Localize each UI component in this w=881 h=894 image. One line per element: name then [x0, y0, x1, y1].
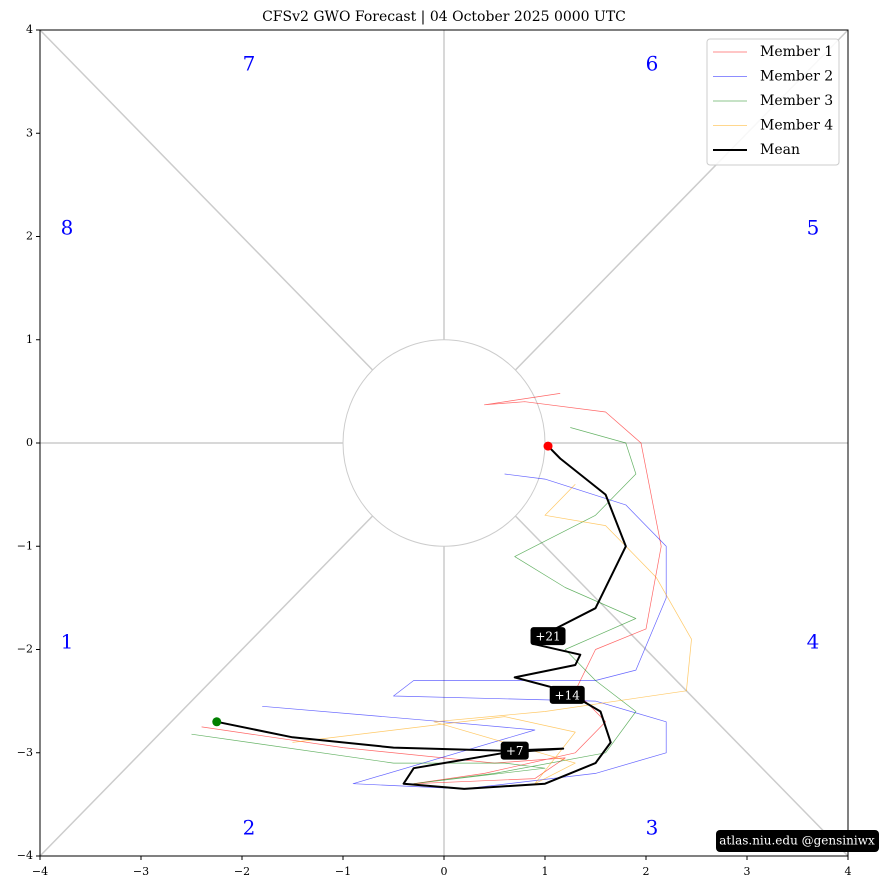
y-tick-label: −3: [17, 746, 33, 759]
phase-label: 1: [61, 630, 74, 654]
x-tick-label: −3: [133, 865, 149, 878]
y-tick-label: −1: [17, 539, 33, 552]
x-tick-label: 4: [845, 865, 852, 878]
unit-circle: [342, 339, 546, 547]
member-line: [292, 484, 692, 785]
phase-label: 6: [646, 52, 659, 76]
legend-label: Mean: [760, 142, 800, 158]
legend-label: Member 1: [760, 44, 833, 60]
phase-label: 2: [243, 816, 256, 840]
x-tick-label: 2: [643, 865, 650, 878]
chart-title: CFSv2 GWO Forecast | 04 October 2025 000…: [262, 9, 626, 25]
day-label: +21: [535, 630, 560, 644]
x-tick-label: 0: [441, 865, 448, 878]
x-tick-label: 3: [744, 865, 751, 878]
day-label: +14: [555, 688, 581, 702]
credit: atlas.niu.edu @gensiniwx: [719, 834, 875, 848]
legend-box: [706, 38, 840, 166]
phase-label: 3: [646, 816, 659, 840]
x-tick-label: −2: [234, 865, 250, 878]
legend-label: Member 4: [760, 118, 833, 134]
phase-label: 4: [807, 630, 820, 654]
y-tick-label: −2: [17, 643, 33, 656]
credit-box: [716, 830, 879, 852]
legend-label: Member 3: [760, 93, 833, 109]
x-tick-label: −4: [32, 865, 48, 878]
y-tick-label: 1: [26, 333, 33, 346]
y-tick-label: −4: [17, 849, 33, 862]
x-tick-label: −1: [335, 865, 351, 878]
phase-lines: [39, 29, 849, 857]
day-label: +7: [506, 744, 524, 758]
start-marker: [212, 717, 222, 727]
phase-label: 5: [807, 216, 820, 240]
phase-divider: [39, 29, 374, 371]
phase-divider: [514, 515, 849, 857]
phase-divider: [39, 515, 374, 857]
day-label-box: [500, 741, 529, 760]
y-tick-label: 3: [26, 126, 33, 139]
y-tick-label: 0: [26, 436, 33, 449]
day-label-box: [549, 685, 585, 704]
phase-label: 7: [243, 52, 256, 76]
end-marker: [543, 441, 553, 451]
mean-line: [216, 445, 627, 790]
member-line: [262, 473, 667, 790]
y-tick-label: 2: [26, 230, 33, 243]
y-tick-label: 4: [26, 23, 33, 36]
day-label-box: [530, 627, 566, 646]
legend-label: Member 2: [760, 69, 833, 85]
x-tick-label: 1: [542, 865, 549, 878]
phase-label: 8: [61, 216, 74, 240]
